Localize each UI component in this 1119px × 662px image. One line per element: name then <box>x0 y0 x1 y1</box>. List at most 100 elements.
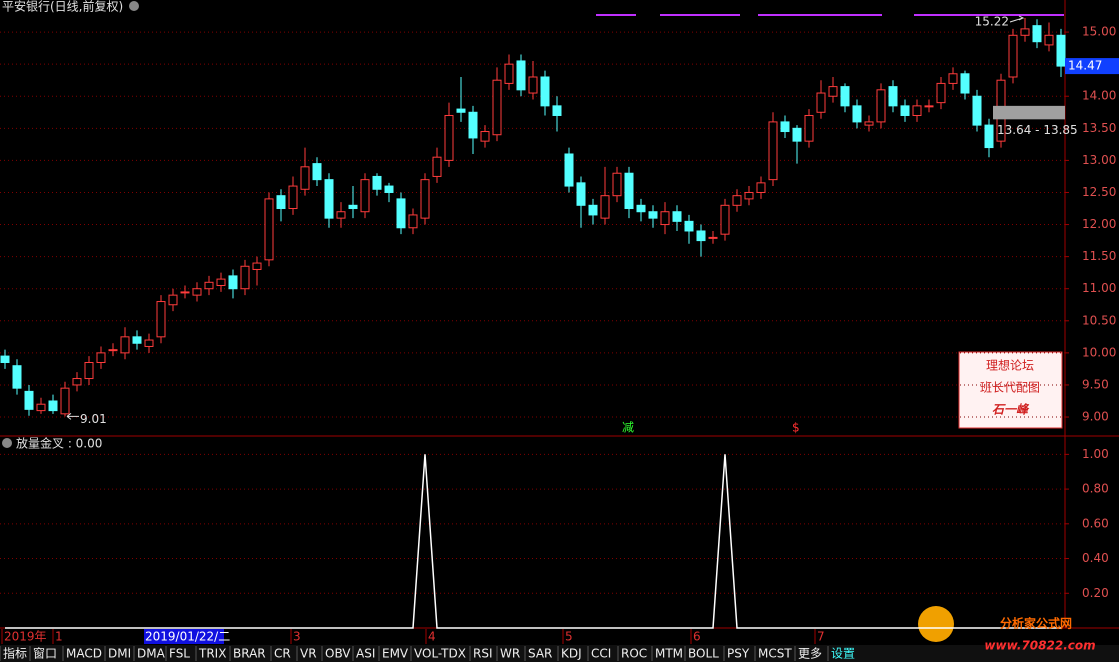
toolbar-tab[interactable]: PSY <box>727 647 750 661</box>
candle-body <box>912 105 922 116</box>
candle-body <box>336 211 346 219</box>
toolbar-tab[interactable]: BRAR <box>233 647 266 661</box>
candle-body <box>156 301 166 338</box>
indicator-title: 放量金叉 : 0.00 <box>16 436 102 451</box>
candle-body <box>300 166 310 190</box>
candle-body <box>480 131 490 142</box>
toolbar-tab[interactable]: 指标 <box>3 646 27 661</box>
toolbar-tab[interactable]: RSI <box>473 647 493 661</box>
time-highlight <box>144 629 224 644</box>
logo-icon <box>918 606 954 642</box>
candle-body <box>1044 34 1054 46</box>
toolbar-tab[interactable]: DMA <box>137 647 166 661</box>
candle-body <box>192 288 202 296</box>
toolbar-tab[interactable]: TRIX <box>198 647 226 661</box>
watermark-line: 班长代配图 <box>980 381 1040 395</box>
candle-body <box>528 76 538 94</box>
signal: 减 <box>622 421 634 435</box>
candle-body <box>348 204 358 210</box>
toolbar-tab[interactable]: EMV <box>382 647 409 661</box>
y-tick-label: 12.50 <box>1082 185 1116 199</box>
toolbar-tab[interactable]: MTM <box>655 647 683 661</box>
candle-body <box>36 403 46 412</box>
candle-body <box>732 195 742 206</box>
toolbar-tab[interactable]: SAR <box>528 647 552 661</box>
toolbar-tab[interactable]: VR <box>300 647 317 661</box>
toolbar-tab[interactable]: CR <box>274 647 291 661</box>
candle-body <box>540 76 550 107</box>
toolbar-tab[interactable]: ASI <box>356 647 375 661</box>
y-tick-label: 15.00 <box>1082 25 1116 39</box>
candle-body <box>360 179 370 213</box>
y-tick-label: 10.00 <box>1082 345 1116 359</box>
candle-body <box>924 105 934 108</box>
candle-body <box>240 265 250 290</box>
candle-body <box>792 127 802 142</box>
time-label: 6 <box>693 630 701 644</box>
logo-name: 分析家公式网 <box>1000 616 1072 631</box>
dots <box>660 14 740 16</box>
candle-body <box>624 172 634 210</box>
toolbar-tab[interactable]: ROC <box>621 647 647 661</box>
toolbar-tab[interactable]: 更多 <box>798 647 822 661</box>
candle-body <box>276 195 286 210</box>
candle-body <box>96 352 106 363</box>
candle-body <box>780 121 790 133</box>
toolbar-tab[interactable]: MACD <box>66 647 102 661</box>
candle-body <box>948 73 958 84</box>
toolbar-tab[interactable]: WR <box>500 647 520 661</box>
candle-body <box>204 281 214 290</box>
candle-body <box>228 275 238 290</box>
toolbar-tab[interactable]: 窗口 <box>33 647 57 661</box>
chart-title: 平安银行(日线,前复权) <box>2 0 123 14</box>
toolbar-tab[interactable]: CCI <box>591 647 611 661</box>
candle-body <box>636 204 646 213</box>
watermark-box <box>958 351 1063 429</box>
candle-body <box>756 182 766 193</box>
high-arrow <box>1009 15 1025 23</box>
dots <box>914 14 1064 16</box>
menu-icon[interactable] <box>129 1 139 11</box>
last-price: 14.47 <box>1068 59 1102 73</box>
candle-body <box>588 204 598 216</box>
y-tick-label: 13.00 <box>1082 153 1116 167</box>
candle-body <box>852 105 862 123</box>
candle-body <box>576 182 586 206</box>
high-label: 15.22 <box>975 14 1009 28</box>
dots <box>596 14 636 16</box>
candle-body <box>468 111 478 139</box>
watermark-line: 理想论坛 <box>986 358 1034 373</box>
candle-body <box>144 339 154 347</box>
toolbar-tab[interactable]: KDJ <box>561 647 582 661</box>
candle-body <box>552 105 562 116</box>
toolbar-tab[interactable]: OBV <box>325 647 351 661</box>
candle-body <box>372 175 382 190</box>
toolbar-tab[interactable]: MCST <box>758 647 792 661</box>
candle-body <box>420 179 430 219</box>
candle-body <box>456 108 466 113</box>
candle-body <box>120 336 130 354</box>
toolbar-tab[interactable]: BOLL <box>688 647 719 661</box>
low-label: 9.01 <box>80 412 107 426</box>
y-tick-label: 13.50 <box>1082 121 1116 135</box>
toolbar-tab[interactable]: FSL <box>169 647 190 661</box>
candle-body <box>516 60 526 91</box>
candle-body <box>660 211 670 226</box>
price-band-label: 13.64 - 13.85 <box>997 123 1078 137</box>
menu-icon[interactable] <box>2 438 12 448</box>
candle-body <box>816 92 826 113</box>
y-tick-label: 0.20 <box>1082 586 1109 600</box>
toolbar-tab[interactable]: VOL-TDX <box>414 647 466 661</box>
time-label: 5 <box>565 630 573 644</box>
toolbar-tab[interactable]: DMI <box>108 647 131 661</box>
price-band <box>993 105 1065 120</box>
candle-body <box>252 262 262 270</box>
y-tick-label: 9.50 <box>1082 377 1109 391</box>
toolbar-tab[interactable]: 设置 <box>831 647 855 661</box>
candle-body <box>1032 25 1042 43</box>
candle-body <box>180 291 190 294</box>
watermark-line: 石一峰 <box>992 403 1030 417</box>
candle-body <box>600 195 610 219</box>
candle-body <box>24 390 34 410</box>
